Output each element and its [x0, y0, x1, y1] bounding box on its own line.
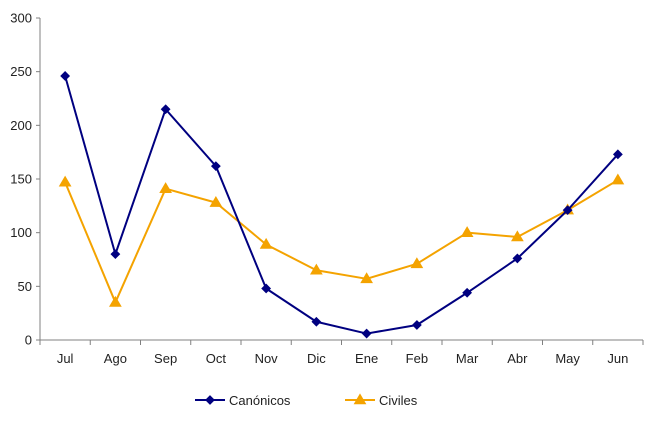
data-point-civiles	[209, 196, 223, 207]
data-point-civiles	[410, 257, 424, 269]
data-point-canonicos	[110, 249, 121, 260]
data-point-canonicos	[562, 205, 573, 216]
legend: Canónicos Civiles	[195, 393, 418, 408]
x-tick-label: Mar	[456, 351, 479, 366]
x-tick-label: May	[555, 351, 580, 366]
data-point-civiles	[58, 175, 72, 187]
x-tick-label: Sep	[154, 351, 177, 366]
data-point-canonicos	[411, 320, 422, 330]
series-canonicos	[60, 71, 623, 339]
x-tick-label: Feb	[406, 351, 428, 366]
x-tick-labels: Jul Ago Sep Oct Nov Dic Ene Feb Mar Abr May Jun	[57, 351, 629, 366]
x-tick-label: Ene	[355, 351, 378, 366]
legend-marker-canonicos	[205, 395, 215, 405]
y-tick-labels: 0 50 100 150 200 250 300	[10, 11, 32, 348]
data-point-canonicos	[462, 287, 473, 298]
data-point-canonicos	[361, 328, 372, 339]
y-tick-label: 50	[18, 279, 32, 294]
series-civiles	[58, 173, 625, 307]
data-point-civiles	[310, 263, 323, 275]
data-point-canonicos	[512, 253, 523, 264]
x-tick-label: Nov	[255, 351, 279, 366]
y-tick-label: 300	[10, 11, 32, 26]
x-tick-label: Ago	[104, 351, 127, 366]
data-point-civiles	[460, 226, 474, 237]
x-tick-label: Abr	[507, 351, 528, 366]
data-point-civiles	[360, 272, 373, 284]
axes	[36, 17, 644, 345]
x-tick-label: Jun	[607, 351, 628, 366]
series-line-canonicos	[64, 75, 619, 335]
data-point-canonicos	[261, 283, 272, 294]
y-tick-label: 200	[10, 118, 32, 133]
x-tick-label: Dic	[307, 351, 326, 366]
legend-marker-civiles	[353, 393, 367, 405]
y-tick-label: 100	[10, 225, 32, 240]
data-point-canonicos	[160, 104, 171, 115]
series-layer	[58, 71, 625, 339]
data-point-canonicos	[210, 161, 221, 172]
x-tick-label: Oct	[206, 351, 227, 366]
data-point-civiles	[611, 173, 625, 185]
legend-item-canonicos: Canónicos	[195, 393, 291, 408]
y-tick-label: 0	[25, 333, 32, 348]
data-point-civiles	[109, 295, 122, 307]
legend-label-civiles: Civiles	[379, 393, 418, 408]
data-point-civiles	[511, 230, 524, 242]
data-point-canonicos	[60, 71, 71, 81]
y-tick-label: 150	[10, 172, 32, 187]
data-point-canonicos	[612, 149, 623, 160]
data-point-civiles	[259, 237, 273, 249]
x-tick-label: Jul	[57, 351, 74, 366]
series-line-civiles	[64, 179, 619, 304]
data-point-civiles	[159, 182, 172, 193]
y-tick-label: 250	[10, 64, 32, 79]
data-point-canonicos	[311, 316, 322, 327]
legend-label-canonicos: Canónicos	[229, 393, 291, 408]
legend-item-civiles: Civiles	[345, 393, 418, 408]
